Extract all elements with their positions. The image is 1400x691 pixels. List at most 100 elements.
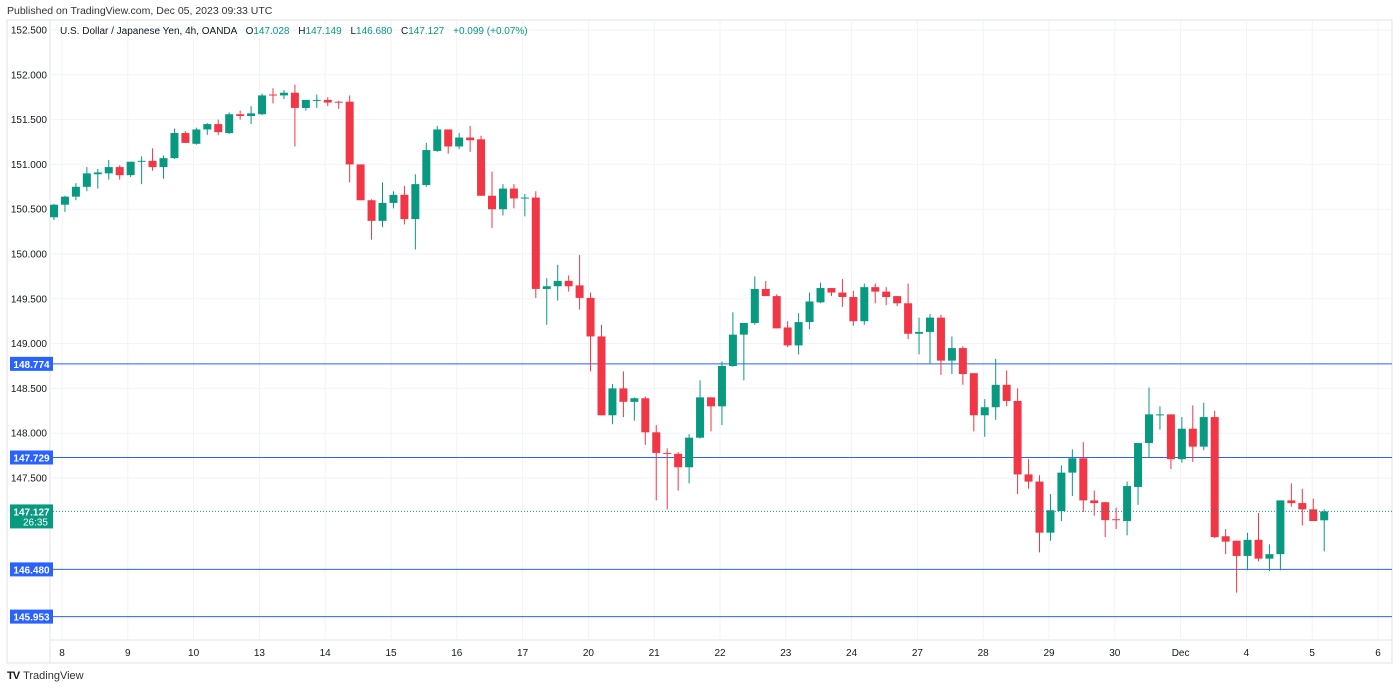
candle-up xyxy=(717,366,726,407)
x-tick-label: Dec xyxy=(1172,648,1190,659)
candle-up xyxy=(739,322,748,335)
price-badge xyxy=(10,356,53,371)
x-tick-label: 23 xyxy=(780,648,792,659)
candle-down xyxy=(477,139,486,196)
brand-label: TradingView xyxy=(23,670,84,682)
candle-up xyxy=(247,113,256,117)
candle-down xyxy=(488,195,496,210)
candle-up xyxy=(126,161,135,176)
tradingview-logo-icon: TV xyxy=(7,670,20,682)
y-tick-label: 152.000 xyxy=(11,70,48,81)
candle-up xyxy=(860,287,869,322)
candle-up xyxy=(685,437,694,468)
x-tick-label: 22 xyxy=(714,648,726,659)
candle-up xyxy=(553,280,562,287)
candle-up xyxy=(1057,472,1066,512)
candle-up xyxy=(137,160,146,162)
candle-up xyxy=(378,202,387,221)
candle-down xyxy=(334,101,343,103)
candle-up xyxy=(411,184,420,220)
open-label: O xyxy=(245,26,254,37)
y-tick-label: 150.500 xyxy=(11,205,48,216)
candle-up xyxy=(630,398,639,402)
candle-down xyxy=(1079,458,1088,501)
bar-countdown: 26:35 xyxy=(23,517,48,528)
candle-down xyxy=(663,452,672,454)
candle-down xyxy=(400,194,409,220)
candle-down xyxy=(367,200,376,221)
candle-up xyxy=(301,99,310,108)
x-tick-label: 10 xyxy=(188,648,200,659)
x-tick-label: 8 xyxy=(59,648,65,659)
candle-down xyxy=(849,297,858,322)
price-badge xyxy=(10,562,53,577)
candle-down xyxy=(761,288,770,297)
candle-up xyxy=(794,322,803,346)
candle-up xyxy=(192,129,201,144)
candle-down xyxy=(1013,400,1022,475)
candle-down xyxy=(115,167,124,176)
y-tick-label: 149.000 xyxy=(11,339,48,350)
candle-down xyxy=(893,296,902,304)
candle-up xyxy=(422,150,431,186)
candle-up xyxy=(947,348,956,361)
candle-down xyxy=(772,296,781,329)
candle-down xyxy=(783,327,792,346)
x-tick-label: 24 xyxy=(846,648,858,659)
open-value: 147.028 xyxy=(253,26,290,37)
change-value: +0.099 (+0.07%) xyxy=(453,26,528,37)
candle-down xyxy=(1090,500,1099,504)
symbol-title: U.S. Dollar / Japanese Yen, 4h, OANDA xyxy=(60,26,237,37)
candle-down xyxy=(323,99,332,103)
candle-up xyxy=(82,173,91,187)
candle-down xyxy=(936,317,945,361)
candle-up xyxy=(50,204,58,218)
candle-up xyxy=(816,288,825,303)
candle-up xyxy=(728,334,737,366)
candle-down xyxy=(969,373,978,416)
candle-down xyxy=(356,164,365,201)
candle-up xyxy=(1123,486,1132,522)
candle-down xyxy=(586,297,595,337)
candle-down xyxy=(1254,539,1263,559)
candle-down xyxy=(290,92,299,108)
candle-down xyxy=(466,137,475,141)
candle-up xyxy=(60,196,69,205)
candle-up xyxy=(805,301,814,323)
x-tick-label: 20 xyxy=(583,648,595,659)
candle-up xyxy=(1046,510,1055,533)
candle-up xyxy=(1265,554,1274,559)
x-tick-label: 17 xyxy=(517,648,529,659)
candle-down xyxy=(1024,474,1033,482)
candle-down xyxy=(958,348,967,375)
high-label: H xyxy=(298,26,306,37)
x-tick-label: 15 xyxy=(385,648,397,659)
low-value: 146.680 xyxy=(356,26,393,37)
symbol-legend: U.S. Dollar / Japanese Yen, 4h, OANDA O1… xyxy=(60,26,528,37)
candle-down xyxy=(871,287,880,292)
candle-up xyxy=(1243,539,1252,556)
y-tick-label: 149.500 xyxy=(11,294,48,305)
candle-up xyxy=(455,137,464,147)
candle-down xyxy=(564,280,573,287)
candle-down xyxy=(1221,536,1230,542)
candle-up xyxy=(225,114,234,134)
candle-up xyxy=(1068,458,1077,473)
candle-up xyxy=(915,331,924,334)
candle-down xyxy=(236,114,245,117)
candle-up xyxy=(696,397,705,438)
candle-down xyxy=(269,94,277,96)
y-tick-label: 151.500 xyxy=(11,115,48,126)
candle-up xyxy=(170,133,179,159)
chart-frame xyxy=(6,19,1393,664)
candle-down xyxy=(882,291,891,298)
candle-down xyxy=(1210,417,1219,538)
candle-up xyxy=(520,197,529,199)
candle-down xyxy=(214,124,223,133)
candle-down xyxy=(1166,414,1175,460)
candle-up xyxy=(258,95,267,115)
current-price-label: 147.127 xyxy=(13,507,50,518)
candle-up xyxy=(1155,414,1164,416)
y-tick-label: 152.500 xyxy=(11,26,48,37)
